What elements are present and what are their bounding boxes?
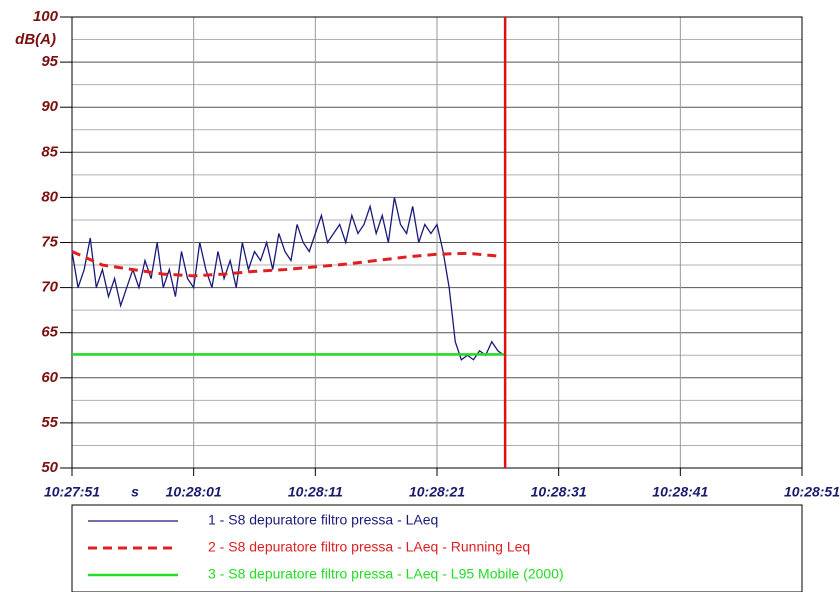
legend-label: 2 - S8 depuratore filtro pressa - LAeq -…	[208, 539, 530, 555]
y-tick-label: 50	[41, 459, 58, 476]
x-tick-label: 10:27:51	[44, 484, 100, 500]
y-tick-label: 80	[41, 188, 58, 205]
y-tick-label: 55	[41, 414, 58, 431]
series-line	[71, 250, 498, 278]
y-tick-label: 85	[41, 143, 58, 160]
y-tick-label: 75	[41, 233, 58, 250]
legend-box	[71, 504, 803, 592]
y-axis-label: dB(A)	[15, 31, 56, 48]
x-axis-label: s	[131, 484, 139, 500]
y-tick-label: 95	[41, 53, 58, 70]
legend-label: 3 - S8 depuratore filtro pressa - LAeq -…	[208, 566, 564, 582]
y-tick-label: 60	[41, 369, 58, 386]
y-tick-label: 65	[41, 324, 58, 341]
y-tick-label: 100	[33, 8, 59, 25]
y-tick-label: 70	[41, 279, 58, 296]
series-line	[71, 197, 505, 361]
x-tick-label: 10:28:01	[166, 484, 222, 500]
legend-label: 1 - S8 depuratore filtro pressa - LAeq	[208, 512, 438, 528]
x-tick-label: 10:28:51	[784, 484, 840, 500]
x-tick-label: 10:28:11	[288, 484, 343, 500]
y-tick-label: 90	[41, 98, 58, 115]
x-tick-label: 10:28:21	[409, 484, 465, 500]
x-tick-label: 10:28:41	[652, 484, 708, 500]
plot-border	[71, 16, 803, 469]
x-tick-label: 10:28:31	[531, 484, 587, 500]
